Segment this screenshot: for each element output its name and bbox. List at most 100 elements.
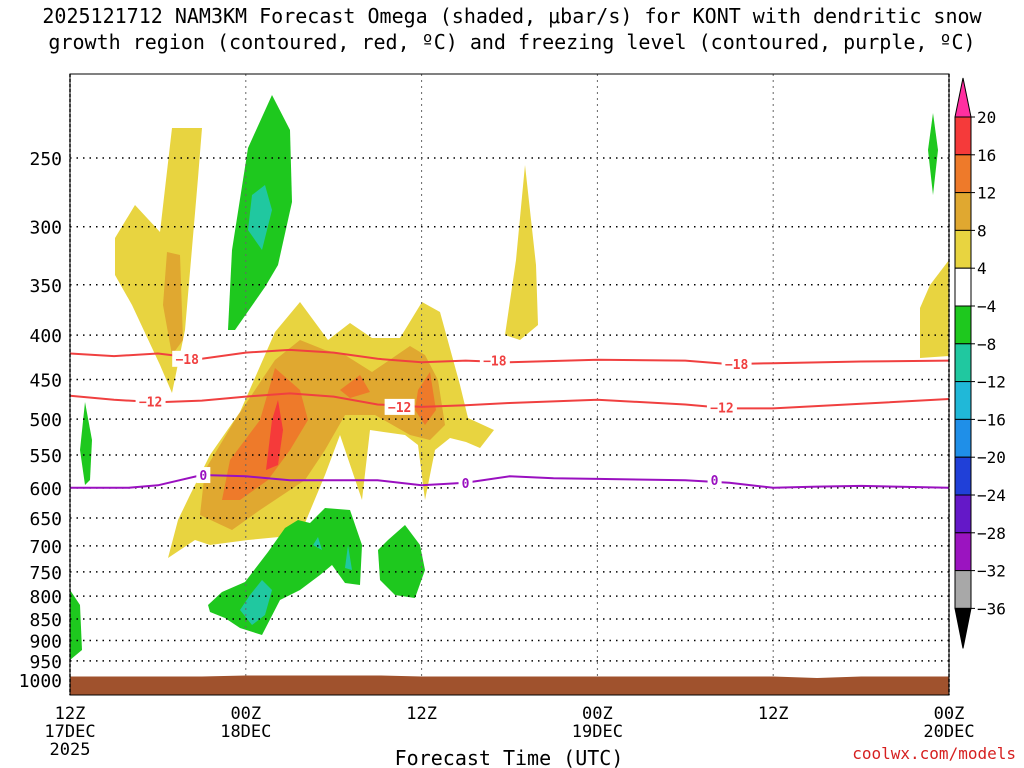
colorbar-label: −24 [977, 486, 1006, 505]
x-tick-label: 2025 [50, 740, 91, 760]
colorbar-box [954, 154, 972, 194]
x-tick-label: 12Z [406, 704, 437, 724]
colorbar-box [954, 494, 972, 534]
colorbar-label: 12 [977, 184, 996, 203]
x-tick-label: 12Z [758, 704, 789, 724]
x-tick-label: 18DEC [220, 722, 271, 742]
omega-shade-negative [70, 590, 82, 660]
contour-label: −18 [175, 353, 199, 368]
colorbar-box [954, 456, 972, 496]
contour-label-bg [384, 398, 415, 415]
contour-label-bg [196, 467, 211, 484]
x-tick-label: 00Z [582, 704, 613, 724]
y-tick-label: 900 [29, 632, 62, 653]
omega-shade-negative [378, 525, 425, 598]
y-axis-ticks: 2503003504004505005506006507007508008509… [19, 149, 62, 692]
y-tick-label: 850 [29, 610, 62, 631]
colorbar-box [954, 570, 972, 609]
colorbar-box [954, 116, 972, 156]
colorbar-label: 20 [977, 108, 996, 127]
contour-label: −18 [483, 355, 507, 370]
y-tick-label: 750 [29, 563, 62, 584]
contour-label: −18 [725, 358, 749, 373]
x-tick-label: 12Z [55, 704, 86, 724]
omega-shade-positive [222, 368, 308, 500]
y-tick-label: 650 [29, 509, 62, 530]
x-tick-label: 20DEC [923, 722, 974, 742]
colorbar-box [954, 532, 972, 572]
colorbar-label: −28 [977, 524, 1006, 543]
contour-label-bg [135, 393, 166, 410]
x-tick-label: 00Z [230, 704, 261, 724]
colorbar-label: 8 [977, 221, 987, 240]
contour-label: −12 [710, 402, 733, 417]
contour-label: 0 [462, 477, 470, 492]
y-tick-label: 450 [29, 370, 62, 391]
colorbar-box [954, 381, 972, 420]
plot-area [70, 74, 949, 695]
contour-label-bg [479, 352, 510, 369]
contour-label: 0 [199, 469, 207, 484]
omega-shade-positive [505, 165, 538, 340]
colorbar-label: −16 [977, 410, 1006, 429]
omega-shade-positive [415, 372, 436, 425]
omega-shade-positive [340, 375, 370, 398]
colorbar-label: 4 [977, 259, 987, 278]
colorbar-label: −32 [977, 562, 1006, 581]
omega-shade-negative [248, 185, 272, 250]
omega-shade-positive [163, 252, 183, 355]
y-tick-label: 950 [29, 652, 62, 673]
colorbar-box [954, 418, 972, 458]
contour-label-bg [706, 399, 737, 416]
contour-label-bg [172, 350, 203, 367]
y-tick-label: 700 [29, 537, 62, 558]
contour-label: −12 [388, 401, 411, 416]
colorbar: 20 16 12 8 4 −4 −8 −12 −16 −20 −24 −28 −32 −36 [954, 77, 1006, 649]
x-tick-label: 00Z [934, 704, 965, 724]
contour-label: 0 [711, 474, 719, 489]
y-tick-label: 1000 [19, 671, 62, 692]
y-tick-label: 300 [29, 218, 62, 239]
colorbar-label: −4 [977, 297, 996, 316]
y-tick-label: 500 [29, 410, 62, 431]
colorbar-bottom-arrow [954, 607, 972, 649]
x-axis-label: Forecast Time (UTC) [395, 746, 624, 768]
colorbar-box [954, 229, 972, 269]
x-tick-label: 19DEC [572, 722, 623, 742]
colorbar-box [954, 192, 972, 231]
omega-shade-positive [266, 400, 283, 470]
contour-label: −12 [139, 395, 162, 410]
y-tick-label: 800 [29, 587, 62, 608]
omega-shade-negative [80, 402, 92, 485]
y-tick-label: 350 [29, 276, 62, 297]
ground-surface [70, 675, 949, 695]
colorbar-label: −8 [977, 335, 996, 354]
omega-shade-negative [928, 113, 938, 195]
source-credit: coolwx.com/models [852, 744, 1016, 763]
contour-label-bg [458, 474, 473, 491]
x-gridlines [245, 74, 774, 695]
omega-shade-negative [313, 537, 322, 550]
colorbar-box [954, 305, 972, 345]
contour-line--12 [70, 392, 949, 410]
y-tick-label: 400 [29, 326, 62, 347]
y-tick-label: 600 [29, 479, 62, 500]
colorbar-top-arrow [954, 77, 972, 118]
omega-shade-negative [240, 580, 272, 625]
colorbar-label: 16 [977, 146, 996, 165]
colorbar-label: −12 [977, 373, 1006, 392]
y-tick-label: 250 [29, 149, 62, 170]
contour-labels: −18 −18 −18 −12 −12 −12 0 0 0 [135, 350, 752, 492]
x-tick-label: 17DEC [44, 722, 95, 742]
colorbar-label: −20 [977, 448, 1006, 467]
chart-title-line2: growth region (contoured, red, ºC) and f… [48, 30, 976, 54]
omega-shade-negative [345, 545, 352, 570]
contour-label-bg [721, 356, 752, 373]
y-tick-label: 550 [29, 446, 62, 467]
chart-title-line1: 2025121712 NAM3KM Forecast Omega (shaded… [42, 4, 982, 28]
colorbar-box [954, 267, 972, 307]
contour-label-bg [707, 472, 722, 489]
colorbar-label: −36 [977, 599, 1006, 618]
